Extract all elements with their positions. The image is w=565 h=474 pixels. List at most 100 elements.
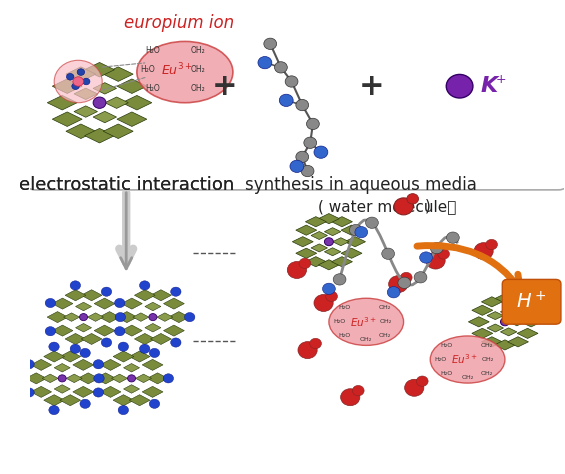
Polygon shape bbox=[306, 217, 327, 227]
Polygon shape bbox=[136, 374, 151, 383]
Circle shape bbox=[325, 291, 337, 301]
Circle shape bbox=[279, 94, 293, 107]
Polygon shape bbox=[93, 82, 116, 94]
Circle shape bbox=[306, 118, 319, 129]
Polygon shape bbox=[145, 323, 161, 332]
Text: +: + bbox=[359, 72, 384, 100]
Circle shape bbox=[49, 342, 59, 351]
Circle shape bbox=[353, 385, 364, 396]
Circle shape bbox=[45, 327, 55, 336]
Polygon shape bbox=[74, 88, 98, 100]
Polygon shape bbox=[124, 385, 140, 393]
Circle shape bbox=[45, 299, 55, 308]
Polygon shape bbox=[508, 318, 525, 326]
Circle shape bbox=[486, 239, 497, 250]
Circle shape bbox=[290, 160, 304, 173]
Circle shape bbox=[128, 375, 136, 382]
Circle shape bbox=[93, 360, 103, 369]
Polygon shape bbox=[66, 124, 96, 138]
Polygon shape bbox=[341, 225, 362, 235]
Ellipse shape bbox=[137, 41, 233, 103]
Text: $Eu^{3+}$: $Eu^{3+}$ bbox=[161, 62, 193, 78]
Text: $Eu^{3+}$: $Eu^{3+}$ bbox=[350, 315, 377, 329]
Circle shape bbox=[501, 318, 510, 326]
Polygon shape bbox=[324, 248, 341, 256]
Text: H₂O: H₂O bbox=[146, 84, 160, 93]
Polygon shape bbox=[73, 386, 94, 397]
Polygon shape bbox=[487, 324, 503, 332]
Polygon shape bbox=[133, 313, 149, 321]
Circle shape bbox=[72, 83, 79, 90]
Text: +: + bbox=[212, 72, 238, 100]
Text: OH₂: OH₂ bbox=[380, 319, 392, 324]
Text: OH₂: OH₂ bbox=[360, 337, 372, 342]
Text: H₂O: H₂O bbox=[146, 46, 160, 55]
Polygon shape bbox=[42, 374, 58, 383]
Circle shape bbox=[171, 338, 181, 347]
Text: OH₂: OH₂ bbox=[191, 65, 206, 74]
Polygon shape bbox=[332, 256, 353, 267]
Polygon shape bbox=[54, 385, 70, 393]
Polygon shape bbox=[47, 95, 77, 110]
Circle shape bbox=[355, 227, 368, 238]
Circle shape bbox=[333, 274, 346, 285]
Circle shape bbox=[258, 56, 272, 69]
Circle shape bbox=[118, 405, 129, 415]
Text: H₂O: H₂O bbox=[140, 65, 155, 74]
Text: OH₂: OH₂ bbox=[481, 357, 493, 362]
Text: electrostatic interaction: electrostatic interaction bbox=[19, 176, 234, 194]
Polygon shape bbox=[76, 323, 92, 332]
Polygon shape bbox=[76, 302, 92, 311]
Polygon shape bbox=[100, 359, 121, 370]
Circle shape bbox=[171, 287, 181, 296]
Polygon shape bbox=[150, 290, 171, 301]
Circle shape bbox=[54, 60, 102, 103]
Polygon shape bbox=[99, 311, 120, 323]
Polygon shape bbox=[129, 395, 150, 406]
Circle shape bbox=[304, 137, 316, 148]
Circle shape bbox=[93, 388, 103, 397]
Circle shape bbox=[416, 376, 428, 386]
Circle shape bbox=[149, 348, 160, 357]
Polygon shape bbox=[311, 231, 328, 239]
Text: OH₂: OH₂ bbox=[191, 84, 206, 93]
Circle shape bbox=[431, 242, 443, 254]
Polygon shape bbox=[60, 351, 81, 362]
Polygon shape bbox=[103, 124, 133, 138]
Polygon shape bbox=[111, 374, 128, 383]
Circle shape bbox=[58, 375, 66, 382]
Polygon shape bbox=[94, 325, 115, 336]
Circle shape bbox=[426, 252, 445, 269]
Circle shape bbox=[296, 151, 308, 163]
Polygon shape bbox=[53, 112, 82, 127]
Polygon shape bbox=[88, 313, 103, 321]
Polygon shape bbox=[129, 351, 150, 362]
Polygon shape bbox=[487, 311, 503, 319]
Circle shape bbox=[341, 389, 360, 406]
Text: $Eu^{3+}$: $Eu^{3+}$ bbox=[451, 353, 479, 366]
Polygon shape bbox=[81, 290, 102, 301]
Text: synthesis in aqueous media: synthesis in aqueous media bbox=[245, 176, 477, 194]
Circle shape bbox=[149, 399, 160, 409]
Circle shape bbox=[185, 312, 195, 322]
Polygon shape bbox=[122, 95, 152, 110]
Circle shape bbox=[299, 258, 311, 269]
Polygon shape bbox=[121, 325, 142, 336]
Circle shape bbox=[49, 405, 59, 415]
Polygon shape bbox=[517, 328, 538, 338]
Text: OH₂: OH₂ bbox=[191, 46, 206, 55]
Text: H₂O: H₂O bbox=[440, 343, 453, 348]
Circle shape bbox=[70, 281, 81, 290]
Circle shape bbox=[82, 78, 90, 85]
Text: H₂O: H₂O bbox=[339, 333, 351, 338]
Polygon shape bbox=[296, 225, 317, 235]
Circle shape bbox=[349, 224, 362, 236]
Polygon shape bbox=[333, 238, 349, 246]
Circle shape bbox=[101, 287, 112, 296]
Circle shape bbox=[275, 62, 287, 73]
Text: OH₂: OH₂ bbox=[462, 375, 473, 380]
Circle shape bbox=[115, 299, 125, 308]
Polygon shape bbox=[319, 260, 340, 270]
Polygon shape bbox=[117, 112, 147, 127]
Circle shape bbox=[73, 77, 84, 86]
